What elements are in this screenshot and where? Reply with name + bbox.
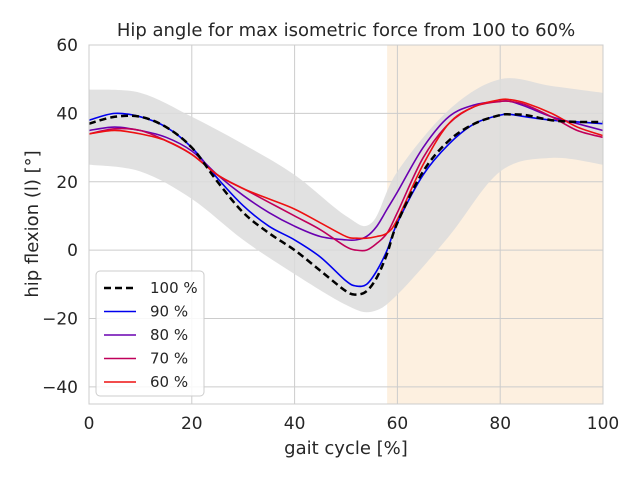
x-axis-label: gait cycle [%] [284,438,408,459]
y-axis-label: hip flexion (l) [°] [22,150,43,297]
legend-label: 70 % [150,350,188,368]
x-tick-label: 40 [284,414,306,434]
y-tick-label: 40 [56,104,78,124]
x-tick-label: 60 [387,414,409,434]
series-lines [88,98,604,296]
x-tick-label: 0 [84,414,95,434]
variability-band-area [89,78,603,313]
series-line-60-percent [88,98,604,240]
legend-label: 60 % [150,373,188,391]
series-line-100-percent [88,112,604,296]
variability-band [89,78,603,313]
y-tick-labels: −40 −20 0 20 40 60 [42,36,78,398]
plot-frame [88,44,604,405]
x-tick-label: 100 [587,414,619,434]
legend-label: 80 % [150,326,188,344]
chart-title: Hip angle for max isometric force from 1… [117,20,575,41]
y-tick-label: −40 [42,378,78,398]
legend-label: 90 % [150,303,188,321]
legend: 100 % 90 % 80 % 70 % 60 % [95,270,205,397]
x-tick-label: 80 [489,414,511,434]
y-tick-label: 20 [56,173,78,193]
x-tick-labels: 0 20 40 60 80 100 [84,414,620,434]
x-tick-label: 20 [181,414,203,434]
legend-label: 100 % [150,279,198,297]
y-tick-label: 60 [56,36,78,56]
y-tick-label: 0 [67,241,78,261]
y-tick-label: −20 [42,310,78,330]
legend-box [95,270,205,397]
